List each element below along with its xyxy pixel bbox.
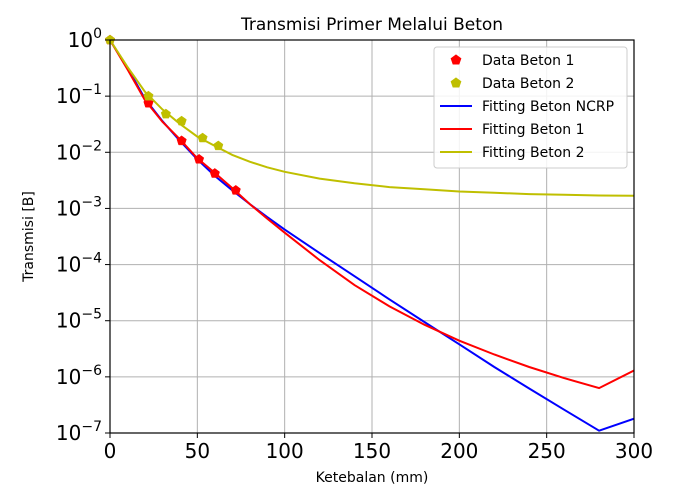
x-tick-label: 50 bbox=[185, 439, 210, 463]
data-point-data-beton-2 bbox=[143, 90, 154, 101]
legend-box bbox=[433, 46, 628, 169]
legend: Data Beton 1 Data Beton 2 Fitting Beton NC… bbox=[433, 46, 628, 169]
data-point-data-beton-2 bbox=[197, 132, 208, 143]
y-axis-label: Transmisi [B] bbox=[21, 191, 37, 283]
data-point-data-beton-2 bbox=[176, 115, 187, 126]
x-tick-label: 250 bbox=[528, 439, 566, 463]
y-tick-label: 10−3 bbox=[56, 194, 102, 220]
y-tick-label: 10−7 bbox=[56, 419, 102, 445]
legend-marker-data-beton-1 bbox=[450, 54, 462, 65]
data-point-data-beton-1 bbox=[176, 135, 187, 146]
y-tick-label: 10−4 bbox=[56, 251, 102, 277]
x-tick-label: 150 bbox=[353, 439, 391, 463]
x-tick-label: 200 bbox=[440, 439, 478, 463]
legend-label: Fitting Beton NCRP bbox=[482, 99, 614, 115]
y-tick-label: 100 bbox=[68, 26, 102, 52]
y-tick-label: 10−5 bbox=[56, 307, 102, 333]
legend-label: Fitting Beton 2 bbox=[482, 145, 585, 161]
legend-label: Data Beton 2 bbox=[482, 76, 574, 92]
legend-label: Fitting Beton 1 bbox=[482, 122, 585, 138]
x-tick-label: 0 bbox=[104, 439, 117, 463]
axis-ticks: 0 50 100 150 200 250 300 100 10−1 10−2 10−3 10−4 10−… bbox=[56, 26, 653, 463]
x-tick-label: 100 bbox=[266, 439, 304, 463]
data-point-data-beton-1 bbox=[209, 168, 220, 178]
data-point-data-beton-1 bbox=[194, 153, 205, 164]
data-point-data-beton-2 bbox=[213, 140, 224, 151]
series-line-fitting-beton-1 bbox=[110, 40, 634, 390]
y-tick-label: 10−6 bbox=[56, 363, 102, 389]
data-point-data-beton-1 bbox=[230, 184, 241, 195]
y-tick-label: 10−1 bbox=[56, 82, 102, 108]
series-markers bbox=[104, 34, 241, 195]
x-axis-label: Ketebalan (mm) bbox=[316, 470, 429, 486]
x-tick-label: 300 bbox=[615, 439, 653, 463]
legend-label: Data Beton 1 bbox=[482, 53, 574, 69]
chart-title: Transmisi Primer Melalui Beton bbox=[240, 15, 503, 35]
y-tick-label: 10−2 bbox=[56, 138, 102, 164]
legend-marker-data-beton-2 bbox=[450, 77, 462, 88]
data-point-data-beton-2 bbox=[160, 108, 171, 119]
